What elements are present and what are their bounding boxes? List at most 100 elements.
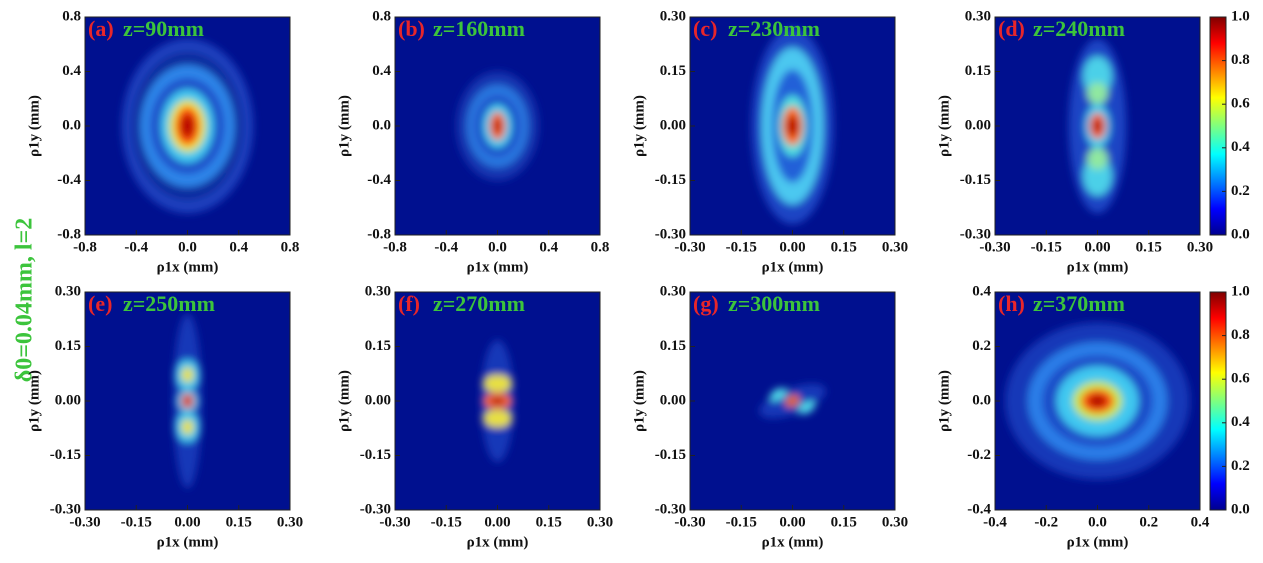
y-tick-label: 0.4 <box>62 63 81 79</box>
intensity-contour <box>789 398 796 404</box>
beam-layers <box>456 71 539 181</box>
beam-layers <box>481 339 514 463</box>
y-tick-label: 0.15 <box>965 63 991 79</box>
colorbar-tick-label: 0.4 <box>1231 414 1250 430</box>
beam-layers <box>1005 322 1190 480</box>
x-tick-label: 0.30 <box>587 514 613 530</box>
x-tick-label: 0.00 <box>779 239 805 255</box>
x-axis-label: ρ1x (mm) <box>157 259 219 275</box>
beam-pattern <box>1005 322 1190 480</box>
panel-title: z=230mm <box>728 16 820 41</box>
x-tick-label: -0.30 <box>674 514 705 530</box>
y-axis-label: ρ1y (mm) <box>26 95 42 157</box>
y-tick-label: -0.30 <box>360 501 391 517</box>
y-tick-label: 0.00 <box>965 117 991 133</box>
y-axis-label: ρ1y (mm) <box>936 95 952 157</box>
colorbar <box>1209 291 1227 511</box>
y-tick-label: -0.4 <box>967 501 991 517</box>
x-tick-label: -0.15 <box>726 239 757 255</box>
x-tick-label: -0.4 <box>124 239 148 255</box>
beam-pattern <box>456 71 539 181</box>
panel-label: (f) <box>398 291 420 316</box>
colorbar-tick-label: 0.0 <box>1231 226 1250 242</box>
x-axis-label: ρ1x (mm) <box>157 534 219 550</box>
colorbar-tick-label: 0.4 <box>1231 139 1250 155</box>
x-tick-label: -0.30 <box>979 239 1010 255</box>
y-tick-label: 0.8 <box>62 8 81 24</box>
y-tick-label: 0.0 <box>372 117 391 133</box>
intensity-contour <box>180 114 195 138</box>
intensity-contour <box>483 409 512 428</box>
panel-title: z=250mm <box>123 291 215 316</box>
x-tick-label: -0.15 <box>431 514 462 530</box>
y-tick-label: 0.30 <box>55 283 81 299</box>
beam-layers <box>173 313 202 489</box>
y-tick-label: -0.15 <box>655 172 686 188</box>
y-tick-label: 0.30 <box>365 283 391 299</box>
y-axis-label: ρ1y (mm) <box>631 370 647 432</box>
x-tick-label: 0.4 <box>539 239 558 255</box>
x-axis-label: ρ1x (mm) <box>467 534 529 550</box>
panel-title: z=160mm <box>433 16 525 41</box>
y-tick-label: 0.15 <box>55 338 81 354</box>
colorbar-tick-label: 0.8 <box>1231 52 1250 68</box>
x-tick-label: 0.8 <box>591 239 610 255</box>
x-tick-label: -0.8 <box>73 239 97 255</box>
x-axis-label: ρ1x (mm) <box>1067 534 1129 550</box>
x-tick-label: -0.15 <box>726 514 757 530</box>
y-tick-label: 0.30 <box>660 8 686 24</box>
x-tick-label: 0.00 <box>174 514 200 530</box>
panel-label: (b) <box>398 16 425 41</box>
y-tick-label: 0.15 <box>660 63 686 79</box>
beam-pattern <box>751 27 834 225</box>
y-tick-label: 0.00 <box>365 392 391 408</box>
panel-title: z=370mm <box>1033 291 1125 316</box>
x-tick-label: 0.30 <box>882 239 908 255</box>
x-tick-label: 0.15 <box>831 514 857 530</box>
panel-label: (e) <box>88 291 112 316</box>
intensity-contour <box>493 117 502 135</box>
x-tick-label: 0.0 <box>178 239 197 255</box>
y-tick-label: 0.00 <box>660 392 686 408</box>
y-tick-label: -0.8 <box>367 226 391 242</box>
x-tick-label: 0.0 <box>488 239 507 255</box>
colorbar <box>1209 16 1227 236</box>
x-tick-label: -0.8 <box>383 239 407 255</box>
x-tick-label: 0.4 <box>229 239 248 255</box>
x-tick-label: 0.00 <box>484 514 510 530</box>
x-tick-label: 0.15 <box>226 514 252 530</box>
intensity-contour <box>1087 82 1108 105</box>
x-tick-label: -0.4 <box>983 514 1007 530</box>
y-tick-label: 0.00 <box>55 392 81 408</box>
y-tick-label: 0.8 <box>372 8 391 24</box>
intensity-contour <box>490 397 505 405</box>
y-axis-label: ρ1y (mm) <box>336 95 352 157</box>
beam-pattern <box>481 339 514 463</box>
x-tick-label: -0.30 <box>379 514 410 530</box>
x-tick-label: 0.30 <box>882 514 908 530</box>
y-axis-label: ρ1y (mm) <box>631 95 647 157</box>
y-tick-label: -0.15 <box>655 447 686 463</box>
intensity-contour <box>1088 394 1107 408</box>
panel-label: (d) <box>998 16 1025 41</box>
intensity-contour <box>786 115 799 137</box>
colorbar-tick-label: 0.2 <box>1231 183 1250 199</box>
x-tick-label: -0.30 <box>69 514 100 530</box>
y-tick-label: 0.30 <box>965 8 991 24</box>
y-tick-label: -0.15 <box>360 447 391 463</box>
intensity-contour <box>1092 118 1103 134</box>
x-tick-label: -0.15 <box>121 514 152 530</box>
y-tick-label: -0.30 <box>50 501 81 517</box>
x-tick-label: 0.8 <box>281 239 300 255</box>
colorbar-tick-label: 0.6 <box>1231 96 1250 112</box>
panel-label: (g) <box>693 291 719 316</box>
x-tick-label: 0.00 <box>779 514 805 530</box>
y-axis-label: ρ1y (mm) <box>26 370 42 432</box>
x-axis-label: ρ1x (mm) <box>762 534 824 550</box>
y-tick-label: -0.8 <box>57 226 81 242</box>
y-tick-label: -0.30 <box>655 226 686 242</box>
figure-label: δ0=0.04mm, l=2 <box>12 218 38 382</box>
intensity-contour <box>181 367 194 383</box>
y-tick-label: 0.0 <box>972 392 991 408</box>
beam-pattern <box>121 38 254 214</box>
